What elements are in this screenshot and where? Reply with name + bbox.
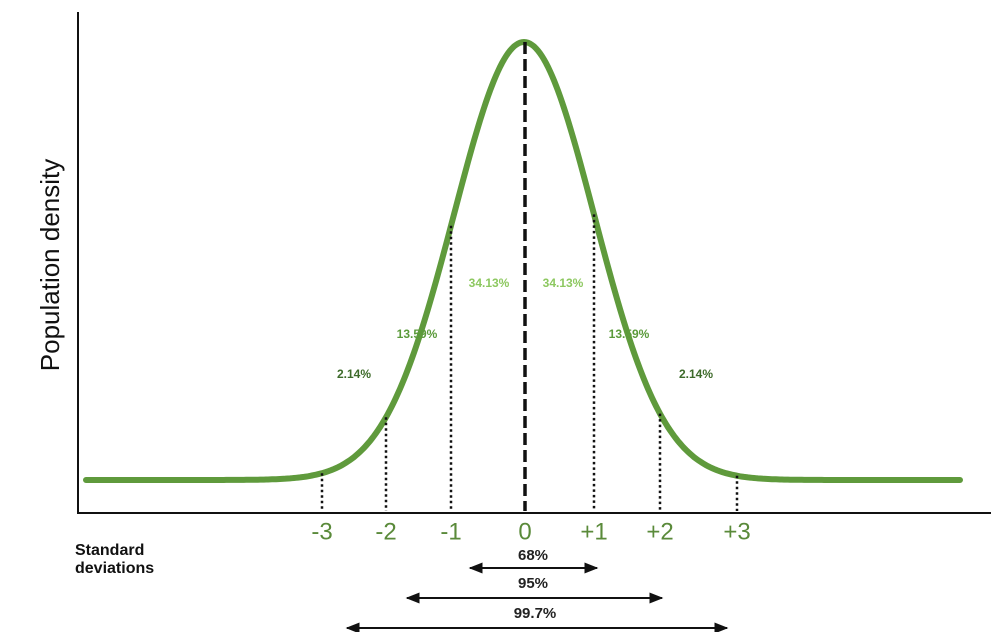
tick-label: +2: [646, 518, 673, 545]
y-axis-label: Population density: [35, 159, 65, 371]
tick-label: -3: [311, 518, 332, 545]
region-label: 34.13%: [469, 276, 510, 290]
tick-label: -1: [440, 518, 461, 545]
region-label: 2.14%: [679, 367, 713, 381]
region-label: 2.14%: [337, 367, 371, 381]
tick-label: +1: [580, 518, 607, 545]
tick-label: +3: [723, 518, 750, 545]
tick-label: -2: [375, 518, 396, 545]
range-label: 68%: [518, 547, 548, 564]
range-label: 95%: [518, 575, 548, 592]
region-label: 34.13%: [543, 276, 584, 290]
x-axis-label: deviations: [75, 560, 154, 577]
range-label: 99.7%: [514, 605, 557, 622]
x-axis-label: Standard: [75, 542, 144, 559]
bell-curve: [83, 38, 963, 483]
region-label: 13.59%: [609, 327, 650, 341]
tick-label: 0: [518, 518, 531, 545]
region-label: 13.59%: [397, 327, 438, 341]
